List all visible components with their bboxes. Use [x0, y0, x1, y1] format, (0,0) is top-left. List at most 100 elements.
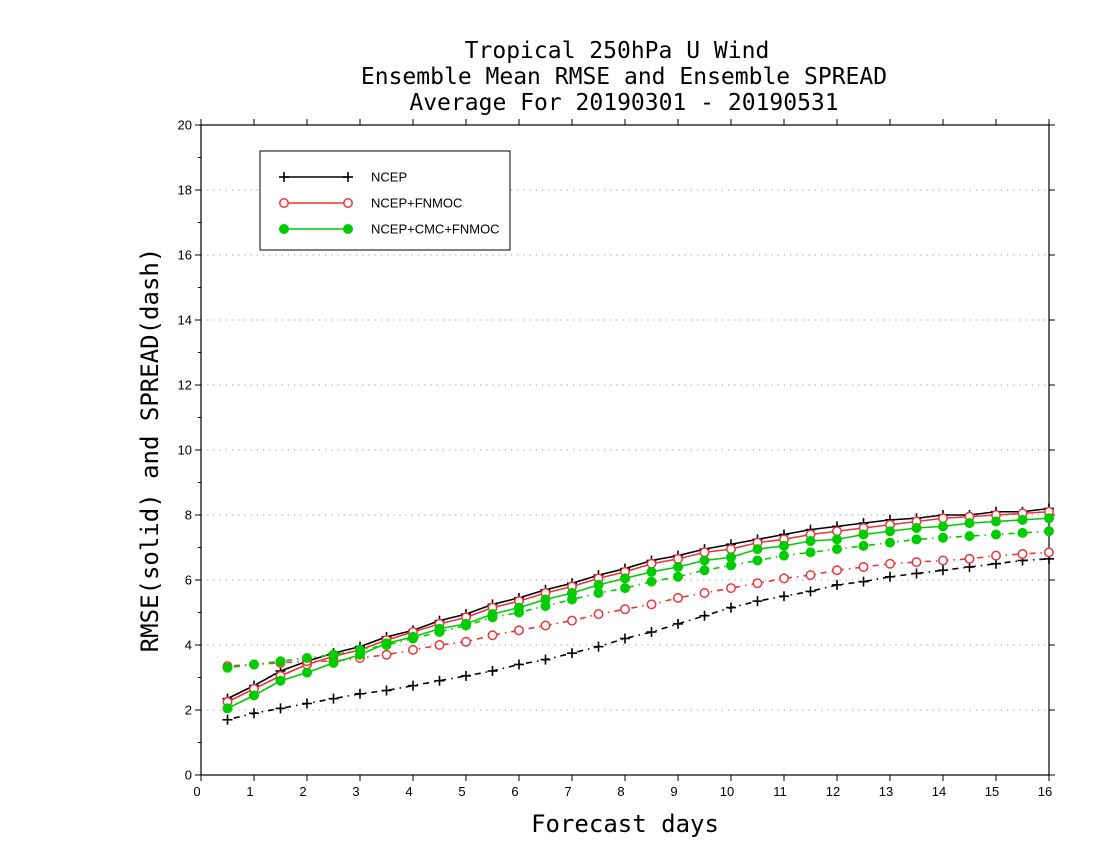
rmse-line — [227, 510, 1050, 703]
spread-point — [779, 573, 789, 584]
spread-point — [646, 576, 657, 587]
x-tick-label: 6 — [511, 784, 518, 799]
spread-point — [673, 592, 683, 603]
spread-point — [593, 588, 604, 599]
spread-point — [222, 714, 233, 725]
spread-line — [227, 558, 1050, 721]
spread-point — [726, 602, 736, 613]
y-tick-label: 12 — [178, 378, 192, 393]
spread-point — [752, 555, 763, 566]
x-tick-label: 5 — [458, 784, 465, 799]
x-tick-label: 7 — [564, 784, 571, 799]
rmse-point — [1044, 513, 1055, 524]
legend-marker-start — [278, 223, 289, 234]
rmse-point — [832, 534, 843, 545]
x-tick-label: 4 — [405, 784, 412, 799]
rmse-point — [805, 536, 816, 547]
spread-point — [752, 596, 763, 607]
spread-point — [858, 540, 869, 551]
spread-point — [964, 531, 975, 542]
title-line-2: Ensemble Mean RMSE and Ensemble SPREAD — [361, 64, 887, 90]
spread-point — [832, 544, 843, 555]
y-tick-label: 8 — [185, 508, 192, 523]
rmse-point — [779, 540, 790, 551]
rmse-point — [911, 523, 922, 534]
series-ncep-fnmoc — [222, 506, 1054, 707]
spread-point — [885, 537, 896, 548]
spread-point — [779, 591, 789, 602]
spread-point — [567, 648, 577, 659]
grid-lines — [201, 189, 1049, 711]
spread-point — [938, 565, 948, 576]
y-tick-label: 0 — [185, 768, 192, 783]
spread-point — [911, 534, 922, 545]
spread-point — [805, 586, 816, 597]
rmse-point — [752, 544, 763, 555]
spread-point — [699, 610, 710, 621]
y-tick-label: 6 — [185, 573, 192, 588]
y-axis-title: RMSE(solid) and SPREAD(dash) — [136, 248, 164, 653]
spread-point — [699, 588, 710, 598]
spread-point — [938, 532, 949, 543]
spread-point — [249, 708, 259, 719]
spread-point — [328, 693, 339, 704]
y-tick-label: 16 — [178, 248, 192, 263]
rmse-point — [646, 558, 657, 569]
x-tick-label: 15 — [985, 784, 999, 799]
chart-title: Tropical 250hPa U Wind Ensemble Mean RMS… — [361, 38, 887, 116]
spread-point — [354, 644, 365, 655]
rmse-point — [1017, 514, 1028, 525]
legend-box — [259, 150, 511, 251]
x-tick-label: 12 — [826, 784, 840, 799]
legend-marker-start — [279, 172, 289, 182]
spread-point — [991, 529, 1002, 540]
spread-point — [567, 594, 578, 605]
spread-point — [779, 550, 790, 561]
spread-point — [911, 557, 922, 568]
spread-point — [938, 555, 948, 566]
rmse-point — [673, 553, 683, 564]
spread-point — [514, 659, 524, 670]
rmse-point — [991, 516, 1002, 527]
rmse-point — [964, 518, 975, 529]
rmse-point — [885, 526, 896, 537]
spread-point — [885, 558, 895, 569]
spread-point — [461, 636, 471, 647]
spread-point — [302, 698, 312, 709]
x-tick-label: 3 — [352, 784, 359, 799]
spread-point — [434, 640, 445, 650]
spread-point — [1044, 526, 1055, 537]
spread-point — [540, 601, 551, 612]
rmse-point — [275, 675, 286, 686]
legend: NCEP NCEP+FNMOC NCEP+CMC+FNMOC — [259, 150, 511, 251]
x-axis-title: Forecast days — [531, 810, 719, 838]
y-tick-label: 4 — [185, 638, 192, 653]
spread-point — [1017, 549, 1028, 559]
spread-point — [726, 560, 737, 571]
spread-point — [805, 547, 816, 558]
x-tick-label: 0 — [193, 784, 200, 799]
rmse-point — [248, 690, 259, 701]
spread-point — [646, 599, 657, 610]
spread-point — [673, 571, 684, 582]
legend-marker-end — [342, 223, 353, 234]
spread-point — [646, 627, 657, 637]
spread-point — [301, 653, 312, 664]
spread-point — [460, 620, 471, 631]
y-tick-label: 14 — [178, 313, 192, 328]
spread-point — [461, 670, 471, 681]
spread-point — [620, 583, 631, 594]
spread-point — [408, 680, 418, 691]
spread-point — [275, 703, 286, 714]
spread-point — [407, 633, 418, 644]
rmse-point — [699, 547, 710, 558]
spread-point — [540, 654, 551, 665]
x-tick-label: 14 — [932, 784, 946, 799]
y-tick-label: 2 — [185, 703, 192, 718]
rmse-point — [222, 703, 233, 714]
y-tick-label: 20 — [178, 118, 192, 133]
spread-point — [381, 649, 392, 660]
spread-point — [381, 640, 392, 651]
x-tick-label: 16 — [1038, 784, 1052, 799]
